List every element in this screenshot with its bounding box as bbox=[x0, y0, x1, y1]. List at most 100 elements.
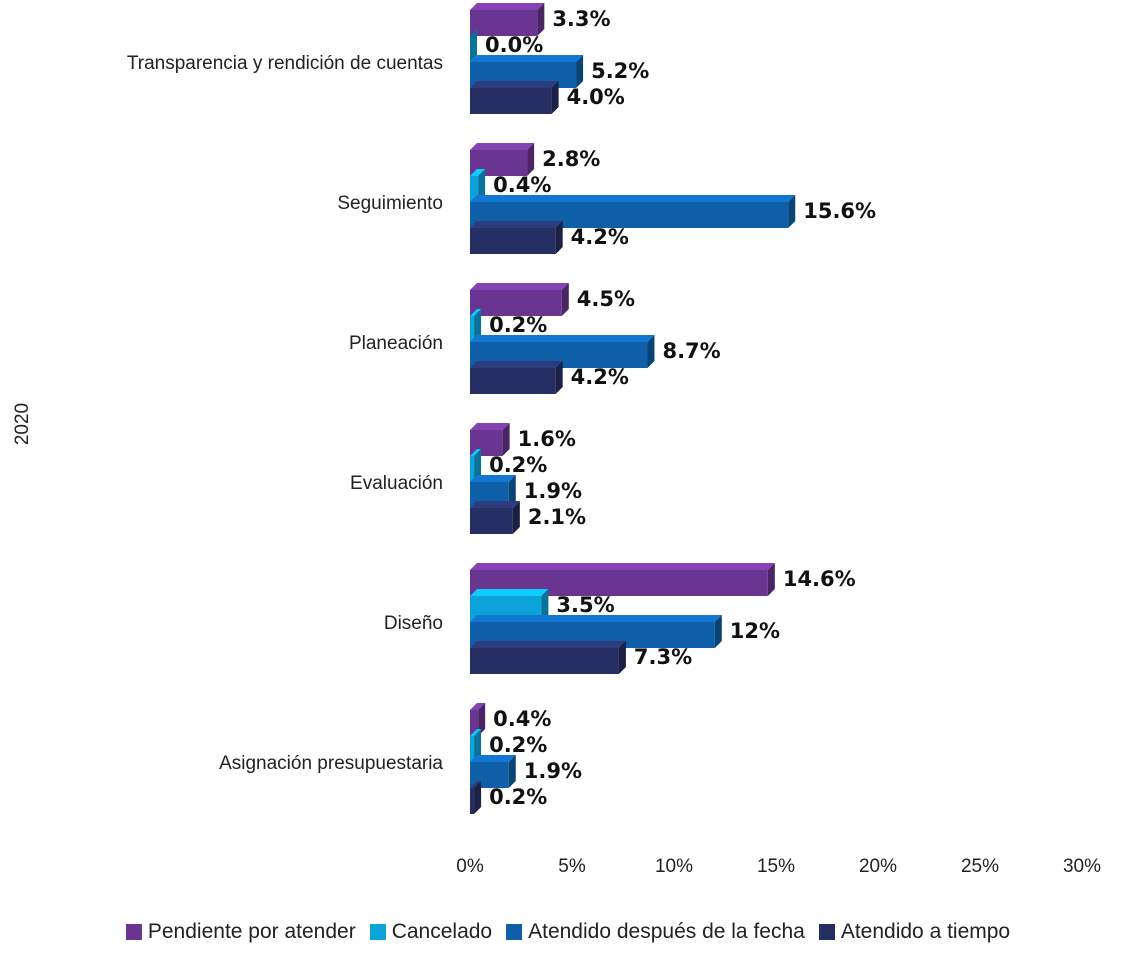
bar-top bbox=[470, 729, 482, 736]
data-label: 3.3% bbox=[552, 7, 610, 31]
legend-label: Atendido a tiempo bbox=[840, 920, 1011, 943]
data-label: 4.2% bbox=[571, 225, 629, 249]
bar-top bbox=[470, 589, 549, 596]
bar bbox=[470, 736, 475, 762]
bar-side bbox=[576, 55, 584, 88]
bar-top bbox=[470, 615, 722, 622]
bar-top bbox=[470, 195, 796, 202]
bar-top bbox=[470, 361, 563, 368]
bar bbox=[470, 316, 475, 342]
data-label: 4.0% bbox=[567, 85, 625, 109]
category-label: Diseño bbox=[384, 613, 443, 634]
data-label: 14.6% bbox=[783, 567, 856, 591]
bar-side bbox=[561, 283, 569, 316]
bar bbox=[470, 290, 562, 316]
bar bbox=[470, 456, 475, 482]
bar-side bbox=[527, 143, 535, 176]
x-tick-label: 10% bbox=[655, 856, 693, 877]
bar-top bbox=[470, 563, 775, 570]
bar-side bbox=[474, 781, 482, 814]
bar-top bbox=[470, 423, 510, 430]
y-axis-title: 2020 bbox=[12, 403, 33, 445]
bar bbox=[470, 508, 513, 534]
category-label: Transparencia y rendición de cuentas bbox=[127, 53, 443, 74]
data-label: 15.6% bbox=[803, 199, 876, 223]
bar bbox=[470, 368, 556, 394]
bar-side bbox=[474, 729, 482, 762]
data-label: 7.3% bbox=[634, 645, 692, 669]
data-label: 2.1% bbox=[528, 505, 586, 529]
bar-top bbox=[470, 221, 563, 228]
category-group: Seguimiento 2.8%0.4% 15.6% 4.2% bbox=[337, 143, 876, 254]
bar bbox=[470, 10, 538, 36]
data-label: 0.4% bbox=[493, 173, 551, 197]
category-group: Diseño 14.6% 3.5% 12% 7.3% bbox=[384, 563, 856, 674]
x-tick-label: 30% bbox=[1063, 856, 1101, 877]
bar-side bbox=[788, 195, 796, 228]
data-label: 12% bbox=[730, 619, 780, 643]
category-group: Asignación presupuestaria0.4%0.2%1.9%0.2… bbox=[219, 703, 582, 814]
bar-top bbox=[470, 169, 486, 176]
bar-side bbox=[508, 475, 516, 508]
legend-swatch bbox=[818, 924, 835, 940]
bar-side bbox=[470, 29, 477, 62]
bar-side bbox=[474, 309, 482, 342]
data-label: 1.9% bbox=[524, 479, 582, 503]
bar-top bbox=[470, 501, 520, 508]
data-label: 4.5% bbox=[577, 287, 635, 311]
legend-swatch bbox=[125, 924, 142, 940]
bar-side bbox=[537, 3, 545, 36]
bar-top bbox=[470, 143, 535, 150]
legend-label: Cancelado bbox=[391, 920, 493, 943]
data-label: 0.2% bbox=[489, 313, 547, 337]
bar-top bbox=[470, 55, 584, 62]
bar bbox=[470, 788, 475, 814]
data-label: 0.2% bbox=[489, 785, 547, 809]
bar-side bbox=[618, 641, 626, 674]
data-label: 0.4% bbox=[493, 707, 551, 731]
bar-side bbox=[647, 335, 655, 368]
data-label: 4.2% bbox=[571, 365, 629, 389]
bar-side bbox=[512, 501, 520, 534]
data-label: 2.8% bbox=[542, 147, 600, 171]
bar-side bbox=[474, 449, 482, 482]
bar bbox=[470, 228, 556, 254]
bar-top bbox=[470, 81, 559, 88]
data-label: 8.7% bbox=[662, 339, 720, 363]
legend-item: Atendido a tiempo bbox=[818, 920, 1011, 944]
category-group: Evaluación 1.6%0.2%1.9%2.1% bbox=[350, 423, 586, 534]
legend-label: Atendido después de la fecha bbox=[528, 920, 805, 943]
bar-top bbox=[470, 449, 482, 456]
data-label: 1.6% bbox=[518, 427, 576, 451]
data-label: 0.2% bbox=[489, 453, 547, 477]
bar-side bbox=[767, 563, 775, 596]
x-tick-label: 5% bbox=[558, 856, 586, 877]
legend-item: Atendido después de la fecha bbox=[506, 920, 805, 944]
bar-top bbox=[470, 309, 482, 316]
category-label: Evaluación bbox=[350, 473, 443, 494]
bar-top bbox=[470, 283, 569, 290]
bar-top bbox=[470, 703, 486, 710]
bar bbox=[470, 710, 479, 736]
category-label: Seguimiento bbox=[337, 193, 443, 214]
category-group: Planeación 4.5% 0.2% 8.7% 4.2% bbox=[349, 283, 721, 394]
legend-item: Cancelado bbox=[369, 920, 493, 944]
category-group: Transparencia y rendición de cuentas 3.3%… bbox=[127, 3, 649, 114]
bar-side bbox=[555, 361, 563, 394]
bar-top bbox=[470, 335, 655, 342]
bar-top bbox=[470, 475, 516, 482]
bar-side bbox=[714, 615, 722, 648]
data-label: 0.0% bbox=[485, 33, 543, 57]
legend-label: Pendiente por atender bbox=[147, 920, 356, 943]
bar-top bbox=[470, 755, 516, 762]
x-tick-label: 15% bbox=[757, 856, 795, 877]
bar-side bbox=[478, 169, 486, 202]
bar-top bbox=[470, 3, 545, 10]
data-label: 3.5% bbox=[556, 593, 614, 617]
legend: Pendiente por atender Cancelado Atendido d… bbox=[0, 920, 1136, 944]
bar bbox=[470, 176, 479, 202]
bar-side bbox=[551, 81, 559, 114]
legend-item: Pendiente por atender bbox=[125, 920, 356, 944]
bar-side bbox=[502, 423, 510, 456]
